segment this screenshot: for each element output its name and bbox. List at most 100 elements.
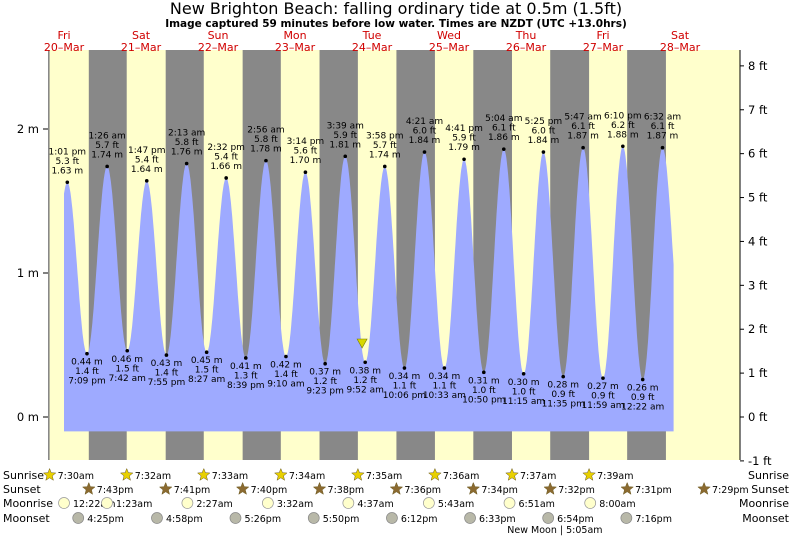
sunset-icon [158,481,173,495]
low-tide-label: 10:33 am [423,391,466,401]
current-tide-marker [356,338,368,349]
moonset-icon [307,512,320,524]
high-tide-label: 5.8 ft [254,135,278,145]
day-date: 23–Mar [275,41,316,54]
low-tide-label: 1.0 ft [472,386,496,396]
moonset-icon [72,512,85,524]
sunrise-icon [505,467,519,481]
day-date: 22–Mar [198,41,239,54]
high-tide-label: 1.66 m [210,162,242,172]
low-tide-label: 9:52 am [347,385,384,395]
low-tide-label: 0.9 ft [551,390,575,400]
moonset-time: 6:54pm [557,514,594,525]
day-name: Sat [671,29,690,42]
sunrise-row-label-right: Sunrise [748,469,789,482]
sunrise-time: 7:34am [289,471,325,482]
low-tide-point [243,356,248,360]
moonset-row-label-left: Moonset [3,512,50,525]
y-left-tick-label: 0 m [17,410,39,424]
low-tide-label: 1.5 ft [115,364,139,374]
moonrise-time: 5:43am [438,499,474,510]
low-tide-label: 7:42 am [109,374,146,384]
high-tide-point [184,161,189,166]
high-tide-point [105,164,109,169]
y-right-tick-label: 1 ft [748,366,768,380]
low-tide-label: 0.41 m [230,362,262,372]
low-tide-label: 10:06 pm [383,391,426,401]
high-tide-label: 2:56 am [247,126,284,136]
high-tide-label: 1.76 m [171,148,203,158]
high-tide-label: 6.2 ft [611,121,635,131]
low-tide-label: 11:59 am [581,401,624,411]
sunset-icon [697,481,711,495]
y-right-tick-label: -1 ft [748,454,772,468]
day-name: Fri [596,29,609,42]
low-tide-label: 1.0 ft [512,387,536,397]
sunset-icon [543,481,558,495]
low-tide-label: 0.31 m [468,376,500,386]
moonset-row-label-right: Moonset [742,512,789,525]
y-right-tick-label: 8 ft [748,59,768,73]
y-right-tick-label: 7 ft [748,103,768,117]
high-tide-label: 5.8 ft [175,138,199,148]
sunset-time: 7:40pm [251,485,288,496]
moonrise-time: 8:00am [599,499,635,510]
low-tide-point [402,366,407,370]
low-tide-label: 0.34 m [389,372,421,382]
moonset-icon [151,512,163,524]
sunrise-time: 7:39am [597,471,633,482]
moonset-time: 6:33pm [479,514,516,525]
day-name: Mon [283,29,306,42]
sunset-time: 7:43pm [97,485,134,496]
high-tide-point [621,144,625,149]
tide-area [64,146,674,432]
low-tide-label: 1.5 ft [195,366,219,376]
high-tide-label: 1:26 am [88,131,125,141]
chart-title: New Brighton Beach: falling ordinary tid… [170,0,622,18]
day-name: Sat [132,29,151,42]
moonset-time: 4:58pm [166,514,203,525]
high-tide-label: 1.78 m [250,145,282,155]
low-tide-label: 1.4 ft [274,370,298,380]
high-tide-label: 1.84 m [528,136,560,146]
low-tide-label: 0.37 m [309,368,341,378]
moonset-time: 4:25pm [87,514,124,525]
y-right-tick-label: 2 ft [748,322,768,336]
low-tide-point [284,354,288,359]
high-tide-label: 5.7 ft [95,141,119,151]
low-tide-label: 0.30 m [508,378,540,388]
night-band [48,50,50,460]
low-tide-label: 0.28 m [547,381,579,391]
day-name: Wed [437,29,461,42]
moonrise-icon [423,497,435,509]
moonrise-icon [58,497,70,509]
low-tide-point [85,351,89,356]
high-tide-label: 5.9 ft [452,134,476,144]
high-tide-point [144,179,149,183]
sunrise-time: 7:36am [443,471,479,482]
high-tide-label: 1.74 m [369,150,401,160]
moonrise-time: 12:22am [73,499,115,510]
low-tide-point [125,348,130,353]
low-tide-label: 8:27 am [188,375,225,385]
moonrise-row-label-right: Moonrise [739,497,789,510]
high-tide-label: 5:47 am [564,113,601,123]
low-tide-point [164,353,169,357]
low-tide-label: 1.3 ft [234,371,258,381]
high-tide-label: 4:41 pm [445,124,483,134]
sunrise-row-label-left: Sunrise [3,469,44,482]
low-tide-label: 0.27 m [587,382,619,392]
high-tide-point [541,150,546,154]
high-tide-label: 1.79 m [448,143,480,153]
y-right-tick-label: 6 ft [748,147,768,161]
low-tide-label: 11:35 pm [542,400,585,410]
sunrise-icon [42,467,57,481]
day-name: Fri [57,29,70,42]
low-tide-label: 0.42 m [270,361,302,371]
low-tide-point [442,366,447,370]
low-tide-label: 0.46 m [111,355,143,365]
low-tide-label: 0.43 m [151,359,183,369]
sunset-icon [389,481,404,495]
low-tide-label: 1.1 ft [433,382,457,392]
moonrise-icon [262,497,274,509]
